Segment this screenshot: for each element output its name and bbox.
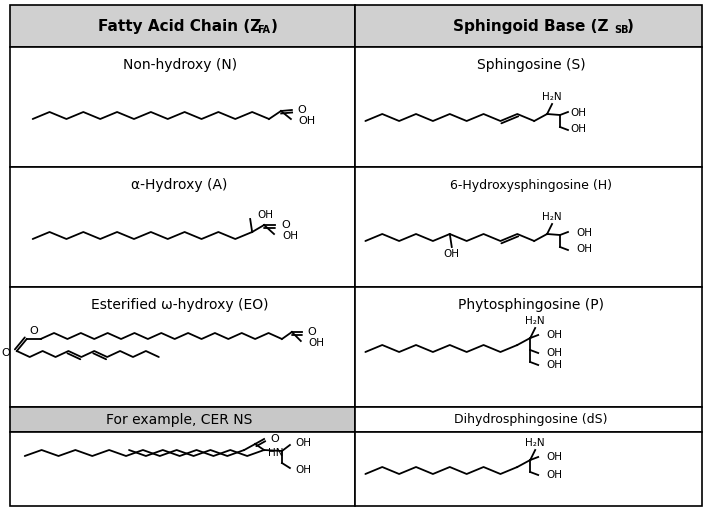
Text: ): ) (271, 18, 278, 34)
Bar (10, 407, 356, 432)
Text: H₂N: H₂N (542, 212, 562, 222)
Text: 6-Hydroxysphingosine (H): 6-Hydroxysphingosine (H) (450, 178, 612, 192)
Text: OH: OH (299, 116, 316, 126)
Text: OH: OH (546, 360, 562, 370)
Text: OH: OH (576, 228, 592, 238)
Text: OH: OH (546, 348, 562, 358)
Text: Dihydrosphingosine (dS): Dihydrosphingosine (dS) (455, 413, 608, 426)
Text: Sphingoid Base (Z: Sphingoid Base (Z (453, 18, 609, 34)
Bar (356, 407, 702, 432)
Text: Sphingosine (S): Sphingosine (S) (477, 58, 585, 72)
Text: Non-hydroxy (N): Non-hydroxy (N) (122, 58, 237, 72)
Bar (10, 432, 356, 506)
Text: ): ) (626, 18, 633, 34)
Bar (10, 47, 356, 167)
Text: OH: OH (282, 231, 298, 241)
Text: H₂N: H₂N (542, 92, 562, 102)
Text: O: O (1, 348, 10, 358)
Bar (356, 47, 702, 167)
Text: H₂N: H₂N (525, 316, 545, 326)
Text: OH: OH (309, 338, 325, 348)
Text: O: O (298, 105, 307, 115)
Text: HN: HN (268, 448, 284, 458)
Text: O: O (29, 326, 38, 336)
Text: OH: OH (546, 470, 562, 480)
Text: OH: OH (576, 244, 592, 254)
Text: O: O (270, 434, 279, 444)
Text: Fatty Acid Chain (Z: Fatty Acid Chain (Z (98, 18, 262, 34)
Text: OH: OH (296, 465, 312, 475)
Text: Phytosphingosine (P): Phytosphingosine (P) (458, 298, 604, 312)
Text: FA: FA (257, 25, 270, 35)
Text: SB: SB (614, 25, 629, 35)
Text: For example, CER NS: For example, CER NS (107, 412, 253, 427)
Text: OH: OH (296, 438, 312, 448)
Bar (10, 5, 356, 47)
Bar (356, 287, 702, 407)
Text: O: O (281, 220, 290, 230)
Text: OH: OH (257, 210, 273, 220)
Text: OH: OH (546, 330, 562, 340)
Text: α-Hydroxy (A): α-Hydroxy (A) (132, 178, 228, 192)
Text: OH: OH (546, 452, 562, 462)
Bar (356, 432, 702, 506)
Text: OH: OH (570, 108, 586, 118)
Text: Esterified ω-hydroxy (EO): Esterified ω-hydroxy (EO) (91, 298, 269, 312)
Text: O: O (308, 327, 317, 337)
Bar (356, 167, 702, 287)
Text: OH: OH (570, 124, 586, 134)
Text: H₂N: H₂N (525, 438, 545, 448)
Bar (10, 167, 356, 287)
Bar (10, 287, 356, 407)
Bar (356, 5, 702, 47)
Text: OH: OH (444, 249, 460, 259)
